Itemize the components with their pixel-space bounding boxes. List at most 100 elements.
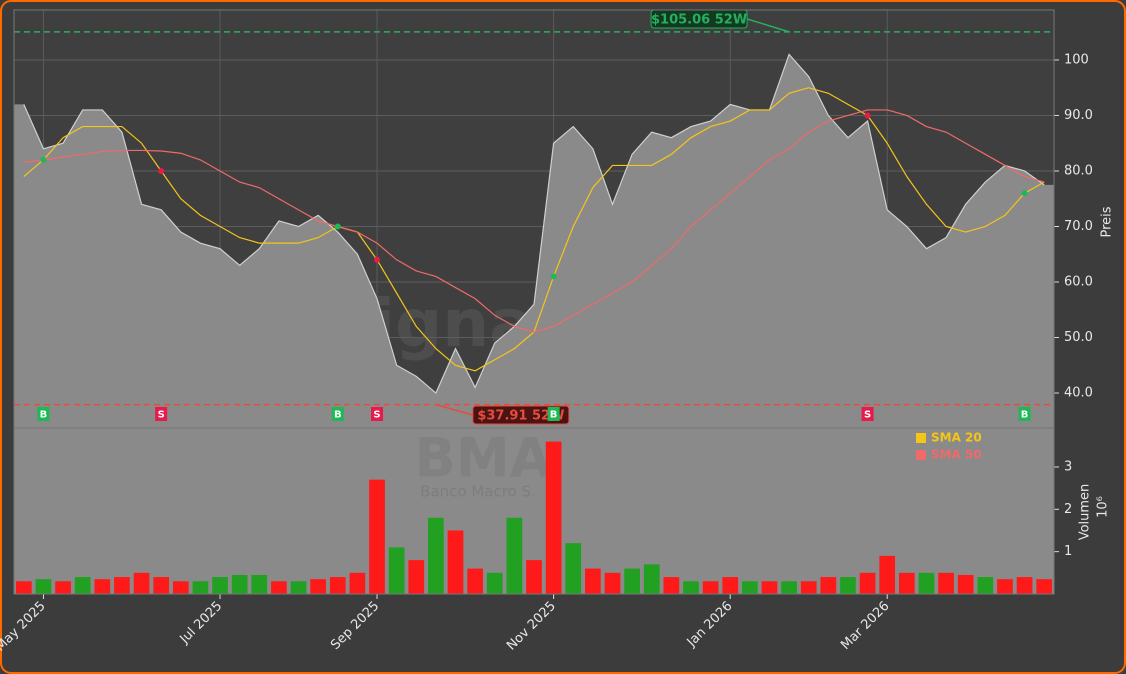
- volume-axis-label: Volumen: [1078, 484, 1093, 541]
- volume-bar: [388, 547, 405, 594]
- volume-bar: [212, 577, 228, 594]
- signal-box: [861, 407, 874, 421]
- signal-label: S: [864, 410, 871, 421]
- signal-dot: [40, 156, 47, 163]
- y-tick-label: 70.0: [1064, 219, 1093, 234]
- signal-box: [331, 407, 344, 421]
- signal-dot: [864, 112, 871, 119]
- signal-box: [37, 407, 50, 421]
- signal-dot: [1021, 190, 1028, 197]
- volume-border: [13, 427, 1055, 595]
- volume-bar: [133, 572, 150, 594]
- legend-swatch: [916, 450, 926, 460]
- annotation-arrow: [435, 403, 474, 416]
- volume-bar: [467, 568, 483, 594]
- volume-bar: [585, 568, 601, 594]
- volume-bar: [898, 572, 915, 594]
- y-tick-label: 3: [1064, 459, 1072, 474]
- volume-bar: [428, 517, 444, 594]
- signal-label: B: [550, 410, 558, 421]
- volume-bar: [35, 579, 52, 594]
- y-tick-label: 90.0: [1064, 108, 1093, 123]
- signal-label: B: [334, 410, 342, 421]
- volume-bar: [800, 581, 817, 594]
- signal-label: B: [1021, 410, 1029, 421]
- volume-bar: [1016, 577, 1033, 594]
- volume-bar: [918, 572, 935, 594]
- volume-bar: [55, 581, 71, 594]
- volume-bar: [820, 577, 837, 594]
- watermark-symbol: BMA: [415, 427, 552, 490]
- volume-bar: [957, 574, 974, 594]
- annotation-arrow: [746, 18, 790, 33]
- signal-label: S: [158, 410, 165, 421]
- volume-bar: [408, 560, 425, 594]
- volume-bar: [997, 579, 1013, 594]
- volume-bar: [526, 560, 542, 594]
- volume-bar: [604, 572, 621, 594]
- volume-bar: [251, 574, 268, 594]
- volume-bar: [938, 572, 954, 594]
- volume-bar: [486, 572, 503, 594]
- y-tick-label: 80.0: [1064, 163, 1093, 178]
- volume-bar: [447, 530, 464, 594]
- volume-bar: [329, 577, 346, 594]
- y-tick-label: 100: [1064, 52, 1089, 67]
- signal-label: S: [373, 410, 380, 421]
- signal-box: [1018, 407, 1031, 421]
- volume-bar: [879, 555, 896, 594]
- watermark-company: Banco Macro S.: [420, 483, 536, 501]
- volume-bar: [349, 572, 366, 594]
- legend-swatch: [916, 433, 926, 443]
- volume-bar: [172, 581, 189, 594]
- volume-bar: [1036, 579, 1053, 594]
- volume-bar: [663, 577, 680, 594]
- y-tick-label: 40.0: [1064, 386, 1093, 401]
- annotation-label: $37.91 52W: [477, 409, 564, 424]
- volume-bar: [15, 581, 32, 594]
- y-tick-label: 2: [1064, 502, 1072, 517]
- volume-bar: [683, 581, 699, 594]
- signal-box: [547, 407, 560, 421]
- volume-bar: [742, 581, 758, 594]
- volume-bar: [271, 581, 287, 594]
- volume-bar: [977, 577, 994, 594]
- volume-bar: [545, 441, 562, 594]
- volume-bar: [153, 577, 170, 594]
- legend-label: SMA 50: [931, 448, 982, 462]
- legend-label: SMA 20: [931, 431, 982, 445]
- signal-dot: [550, 273, 557, 280]
- volume-bar: [643, 564, 660, 594]
- volume-bar: [840, 577, 856, 594]
- volume-bar: [506, 517, 523, 594]
- volume-bar: [761, 581, 778, 594]
- annotation-box: [472, 405, 570, 425]
- signal-box: [371, 407, 384, 421]
- volume-bar: [310, 579, 326, 594]
- signal-dot: [158, 167, 165, 174]
- signal-label: B: [40, 410, 48, 421]
- volume-bar: [290, 581, 307, 594]
- price-area: [14, 54, 1054, 429]
- volume-scale-label: 10⁶: [1096, 496, 1111, 518]
- volume-bar: [192, 581, 209, 594]
- volume-bar: [781, 581, 797, 594]
- volume-bar: [722, 577, 739, 594]
- volume-bar: [114, 577, 130, 594]
- volume-bar: [859, 572, 876, 594]
- volume-bar: [624, 568, 640, 594]
- volume-bar: [565, 543, 582, 594]
- signal-dot: [334, 223, 341, 230]
- price-line: [23, 53, 1045, 395]
- signal-dot: [374, 256, 381, 263]
- volume-bar: [369, 479, 385, 594]
- volume-bar: [74, 577, 91, 594]
- y-tick-label: 50.0: [1064, 330, 1093, 345]
- volume-bar: [231, 574, 248, 594]
- annotation-label: $105.06 52W: [651, 13, 747, 28]
- y-tick-label: 60.0: [1064, 275, 1093, 290]
- sma-line: [23, 109, 1045, 333]
- signal-box: [155, 407, 168, 421]
- volume-bar: [702, 581, 719, 594]
